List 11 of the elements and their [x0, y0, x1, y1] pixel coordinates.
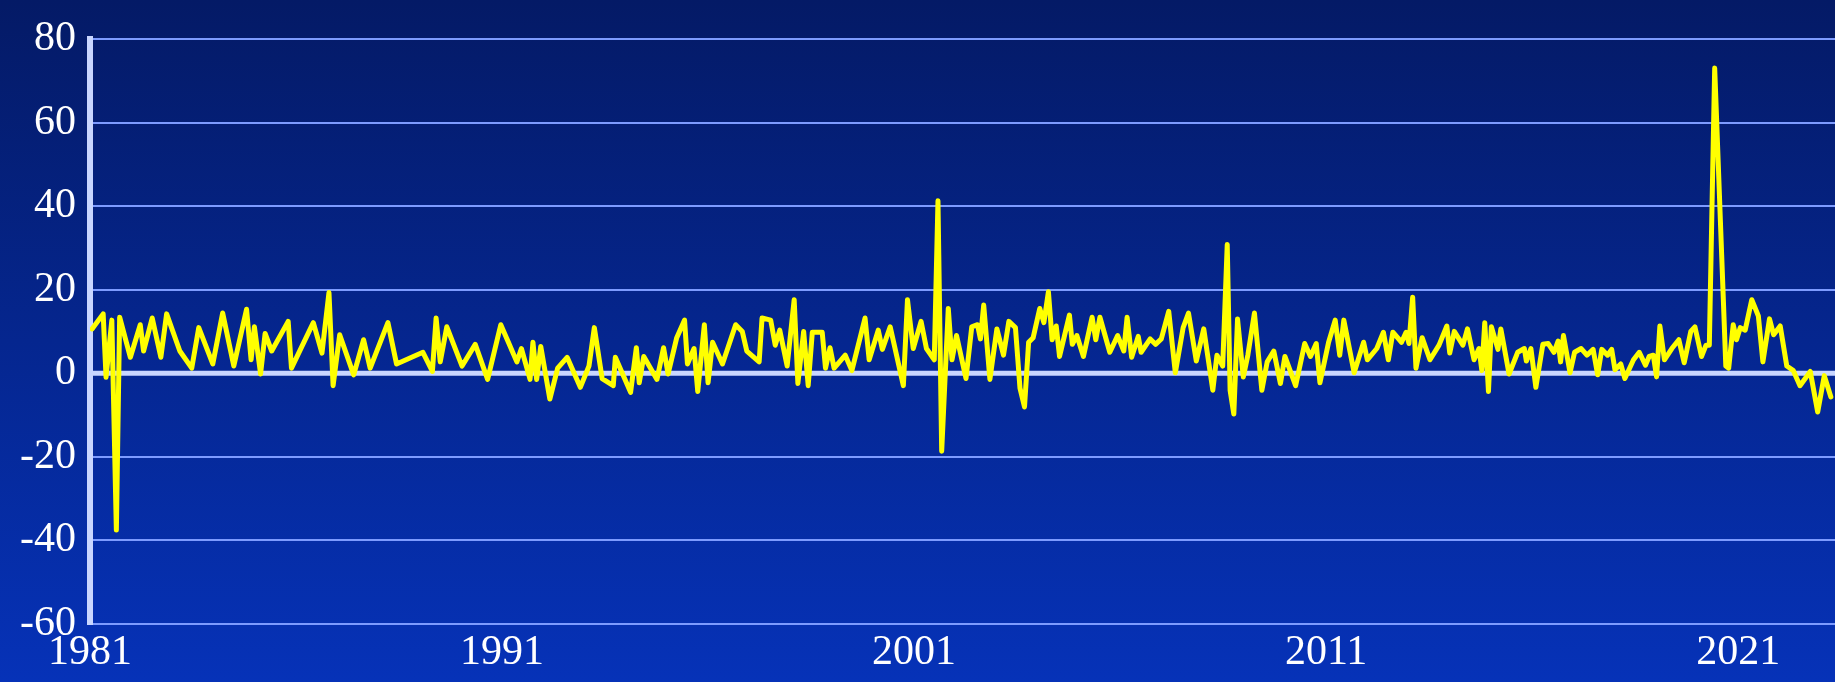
x-tick-label: 2021 — [1696, 626, 1781, 673]
x-tick-label: 2001 — [872, 626, 957, 673]
y-tick-label: 60 — [33, 96, 76, 143]
x-tick-label: 2011 — [1284, 626, 1368, 673]
y-tick-label: 20 — [33, 263, 76, 310]
x-tick-label: 1991 — [460, 626, 545, 673]
y-tick-label: 40 — [33, 180, 76, 227]
y-tick-label: -20 — [19, 430, 76, 477]
y-tick-label: 0 — [54, 347, 76, 394]
y-tick-label: 80 — [33, 13, 76, 60]
y-tick-label: -40 — [19, 514, 76, 561]
